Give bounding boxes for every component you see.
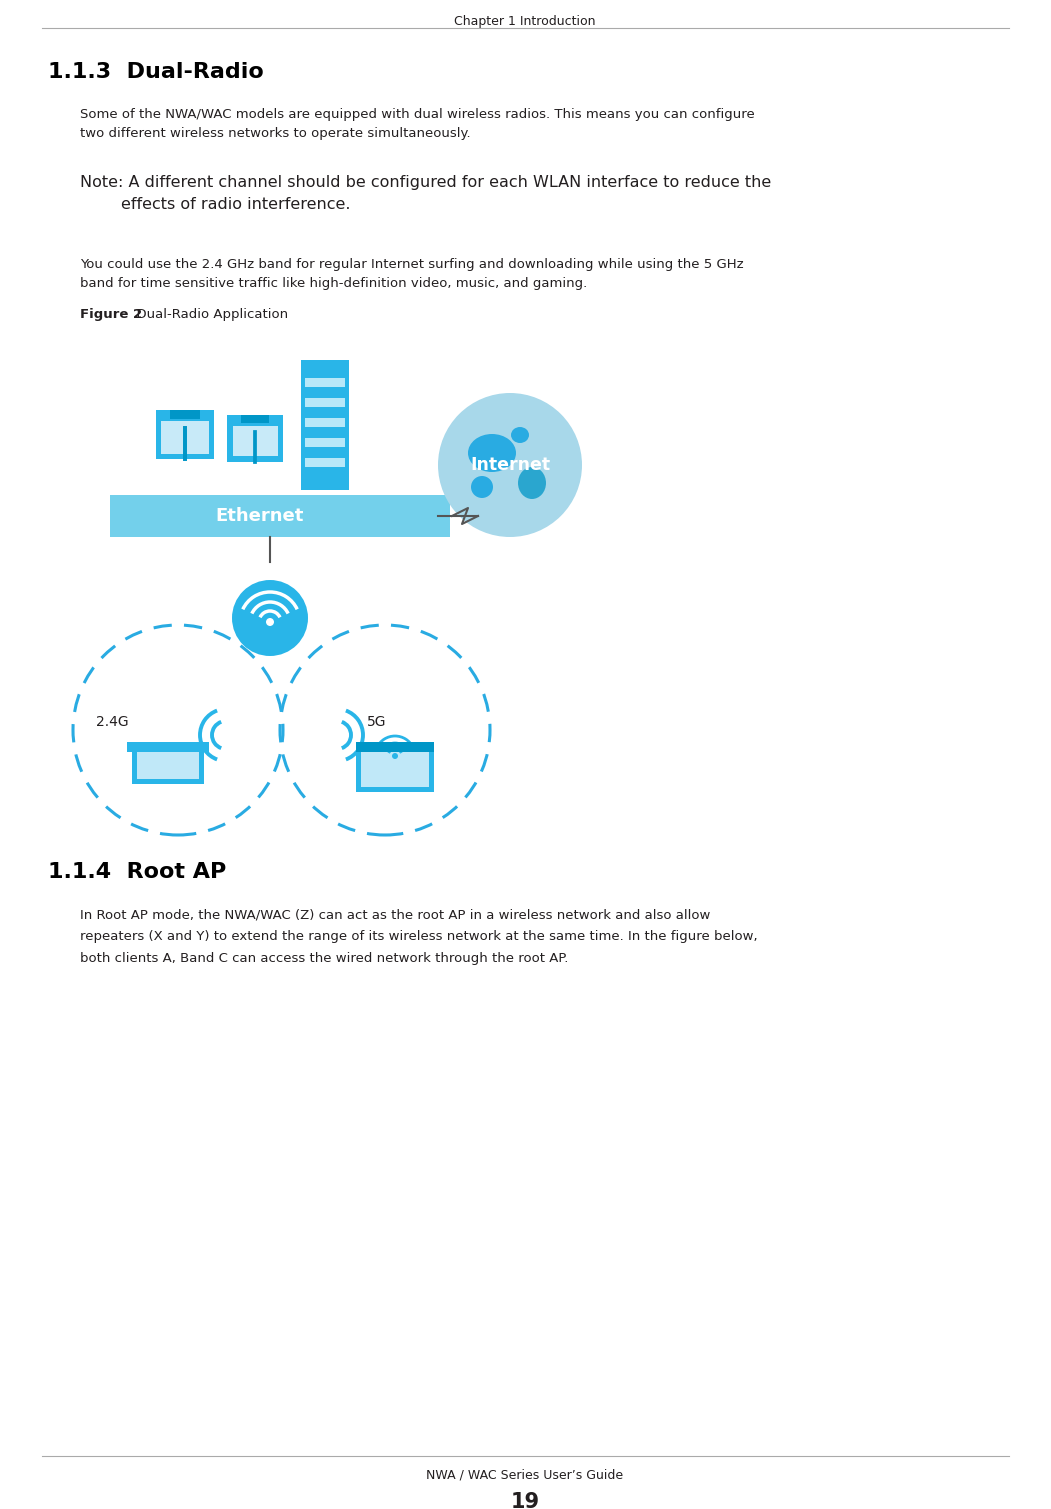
Text: In Root AP mode, the NWA/WAC (Z) can act as the root AP in a wireless network an: In Root AP mode, the NWA/WAC (Z) can act… (80, 908, 710, 920)
Text: repeaters (X and Y) to extend the range of its wireless network at the same time: repeaters (X and Y) to extend the range … (80, 930, 758, 943)
FancyBboxPatch shape (301, 361, 349, 490)
Ellipse shape (468, 435, 516, 472)
FancyBboxPatch shape (227, 415, 283, 462)
FancyBboxPatch shape (137, 747, 199, 779)
Circle shape (266, 619, 274, 626)
FancyBboxPatch shape (305, 438, 345, 447)
Text: 19: 19 (511, 1492, 539, 1509)
FancyBboxPatch shape (305, 398, 345, 407)
FancyBboxPatch shape (356, 742, 434, 792)
Text: Internet: Internet (470, 456, 550, 474)
FancyBboxPatch shape (305, 418, 345, 427)
Circle shape (438, 392, 582, 537)
FancyBboxPatch shape (161, 421, 209, 454)
FancyBboxPatch shape (110, 495, 450, 537)
FancyBboxPatch shape (241, 415, 269, 423)
Text: Chapter 1 Introduction: Chapter 1 Introduction (454, 15, 596, 29)
FancyBboxPatch shape (170, 410, 200, 418)
Ellipse shape (518, 466, 547, 499)
Text: Dual-Radio Application: Dual-Radio Application (128, 308, 288, 321)
Text: both clients A, Band C can access the wired network through the root AP.: both clients A, Band C can access the wi… (80, 952, 569, 964)
Text: Some of the NWA/WAC models are equipped with dual wireless radios. This means yo: Some of the NWA/WAC models are equipped … (80, 109, 755, 139)
Text: Figure 2: Figure 2 (80, 308, 142, 321)
Text: 1.1.4  Root AP: 1.1.4 Root AP (48, 862, 226, 881)
Text: 2.4G: 2.4G (96, 715, 128, 729)
FancyBboxPatch shape (305, 459, 345, 466)
Ellipse shape (471, 475, 493, 498)
FancyBboxPatch shape (127, 742, 209, 751)
Circle shape (392, 753, 398, 759)
Text: 1.1.3  Dual-Radio: 1.1.3 Dual-Radio (48, 62, 264, 81)
FancyBboxPatch shape (305, 377, 345, 386)
Text: NWA / WAC Series User’s Guide: NWA / WAC Series User’s Guide (427, 1468, 623, 1480)
Text: You could use the 2.4 GHz band for regular Internet surfing and downloading whil: You could use the 2.4 GHz band for regul… (80, 258, 744, 290)
Circle shape (232, 579, 308, 656)
FancyBboxPatch shape (156, 410, 214, 459)
FancyBboxPatch shape (232, 426, 277, 456)
Text: Ethernet: Ethernet (215, 507, 304, 525)
Text: 5G: 5G (367, 715, 387, 729)
FancyBboxPatch shape (356, 742, 434, 751)
Text: Note: A different channel should be configured for each WLAN interface to reduce: Note: A different channel should be conf… (80, 175, 771, 213)
FancyBboxPatch shape (132, 742, 204, 785)
Ellipse shape (511, 427, 529, 444)
FancyBboxPatch shape (360, 751, 429, 788)
